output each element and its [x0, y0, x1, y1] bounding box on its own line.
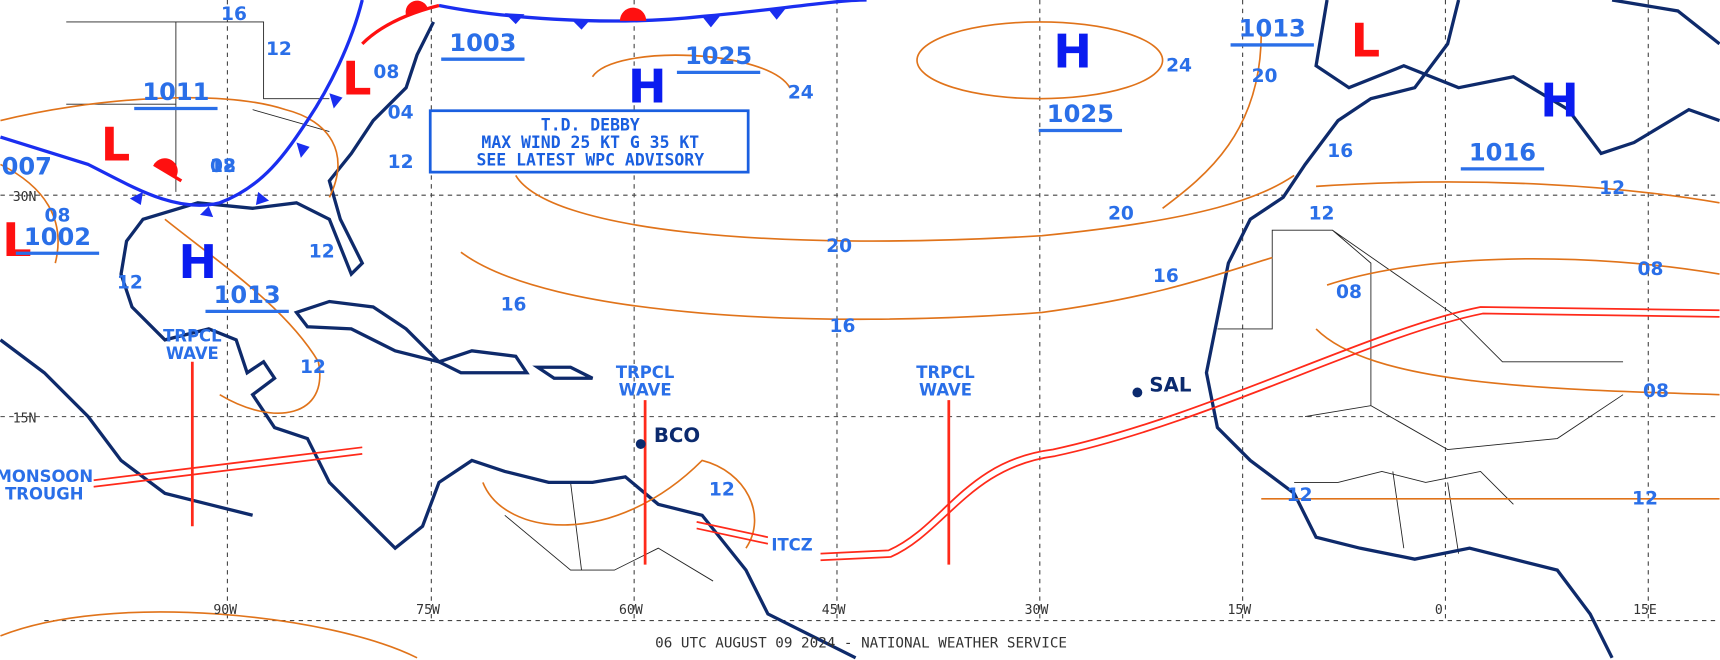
isobar-label: 12 — [1632, 488, 1658, 509]
isobar-label: 12 — [266, 39, 292, 60]
longitude-label: 30W — [1025, 603, 1049, 618]
isobar-label: 16 — [501, 294, 527, 315]
isobar-label: 12 — [117, 272, 143, 293]
isobar-label: 08 — [210, 156, 236, 177]
longitude-label: 15W — [1227, 603, 1251, 618]
troughs — [93, 306, 1720, 565]
isobar-label: 16 — [1327, 141, 1353, 162]
longitude-label: 15E — [1633, 603, 1657, 618]
station-dot — [635, 439, 646, 449]
pressure-symbol: H — [1053, 24, 1092, 78]
borders — [66, 21, 1624, 582]
station-dot — [1132, 387, 1143, 398]
isobar-label: 04 — [388, 102, 414, 123]
station-label: SAL — [1149, 373, 1191, 396]
pressure-value: 1025 — [1047, 100, 1114, 128]
feature-label: TRPCL WAVE — [163, 326, 222, 363]
pressure-symbol: L — [1351, 13, 1380, 67]
isobar-label: 20 — [1252, 66, 1278, 87]
pressure-value: 1011 — [142, 78, 209, 106]
feature-label: ITCZ — [771, 535, 812, 554]
advisory-box — [428, 109, 750, 174]
footer: 06 UTC AUGUST 09 2024 - NATIONAL WEATHER… — [655, 636, 1067, 652]
isobar-label: 12 — [309, 242, 335, 263]
feature-label: TRPCL WAVE — [916, 362, 975, 399]
isobar-label: 08 — [1643, 381, 1669, 402]
pressure-symbol: H — [1540, 74, 1579, 128]
isobar-label: 12 — [1599, 178, 1625, 199]
pressure-value: 007 — [2, 153, 52, 181]
isobar-label: 12 — [709, 480, 735, 501]
isobar-label: 16 — [1153, 266, 1179, 287]
fronts — [0, 0, 867, 218]
longitude-label: 75W — [416, 603, 440, 618]
longitude-label: 0 — [1435, 603, 1443, 618]
isobar-label: 16 — [829, 316, 855, 337]
isobar-label: 12 — [388, 152, 414, 173]
isobar-label: 20 — [1108, 203, 1134, 224]
pressure-symbol: H — [179, 235, 218, 289]
pressure-value: 1016 — [1469, 138, 1536, 166]
isobar-label: 08 — [45, 205, 71, 226]
isobar-label: 08 — [1638, 259, 1664, 280]
pressure-value: 1013 — [214, 281, 281, 309]
pressure-symbol: L — [342, 52, 371, 106]
longitude-label: 90W — [213, 603, 237, 618]
pressure-symbol: L — [2, 213, 31, 267]
pressure-value: 1025 — [685, 42, 752, 70]
feature-label: MONSOON TROUGH — [0, 466, 93, 503]
longitude-label: 60W — [619, 603, 643, 618]
longitude-label: 45W — [822, 603, 846, 618]
isobar-label: 08 — [1336, 282, 1362, 303]
station-label: BCO — [654, 424, 700, 447]
isobar-label: 08 — [373, 62, 399, 83]
isobar-label: 20 — [826, 236, 852, 257]
latitude-label: 30N — [13, 190, 37, 205]
pressure-value: 1003 — [449, 29, 516, 57]
isobar-label: 12 — [300, 357, 326, 378]
advisory-line: MAX WIND 25 KT G 35 KT — [481, 133, 699, 152]
isobar-label: 16 — [221, 4, 247, 25]
pressure-value: 1013 — [1239, 15, 1306, 43]
isobar-label: 12 — [1309, 203, 1335, 224]
isobar-label: 12 — [210, 156, 236, 177]
pressure-symbol: L — [101, 118, 130, 172]
advisory-line: SEE LATEST WPC ADVISORY — [476, 151, 704, 170]
isobar-label: 24 — [1166, 55, 1192, 76]
isobars — [0, 21, 1720, 659]
feature-label: TRPCL WAVE — [616, 362, 675, 399]
pressure-symbol: H — [628, 59, 667, 113]
latitude-label: 15N — [13, 411, 37, 426]
isobar-label: 24 — [788, 83, 814, 104]
pressure-value: 1002 — [24, 223, 91, 251]
isobar-label: 12 — [1287, 485, 1313, 506]
advisory-line: T.D. DEBBY — [541, 116, 640, 135]
